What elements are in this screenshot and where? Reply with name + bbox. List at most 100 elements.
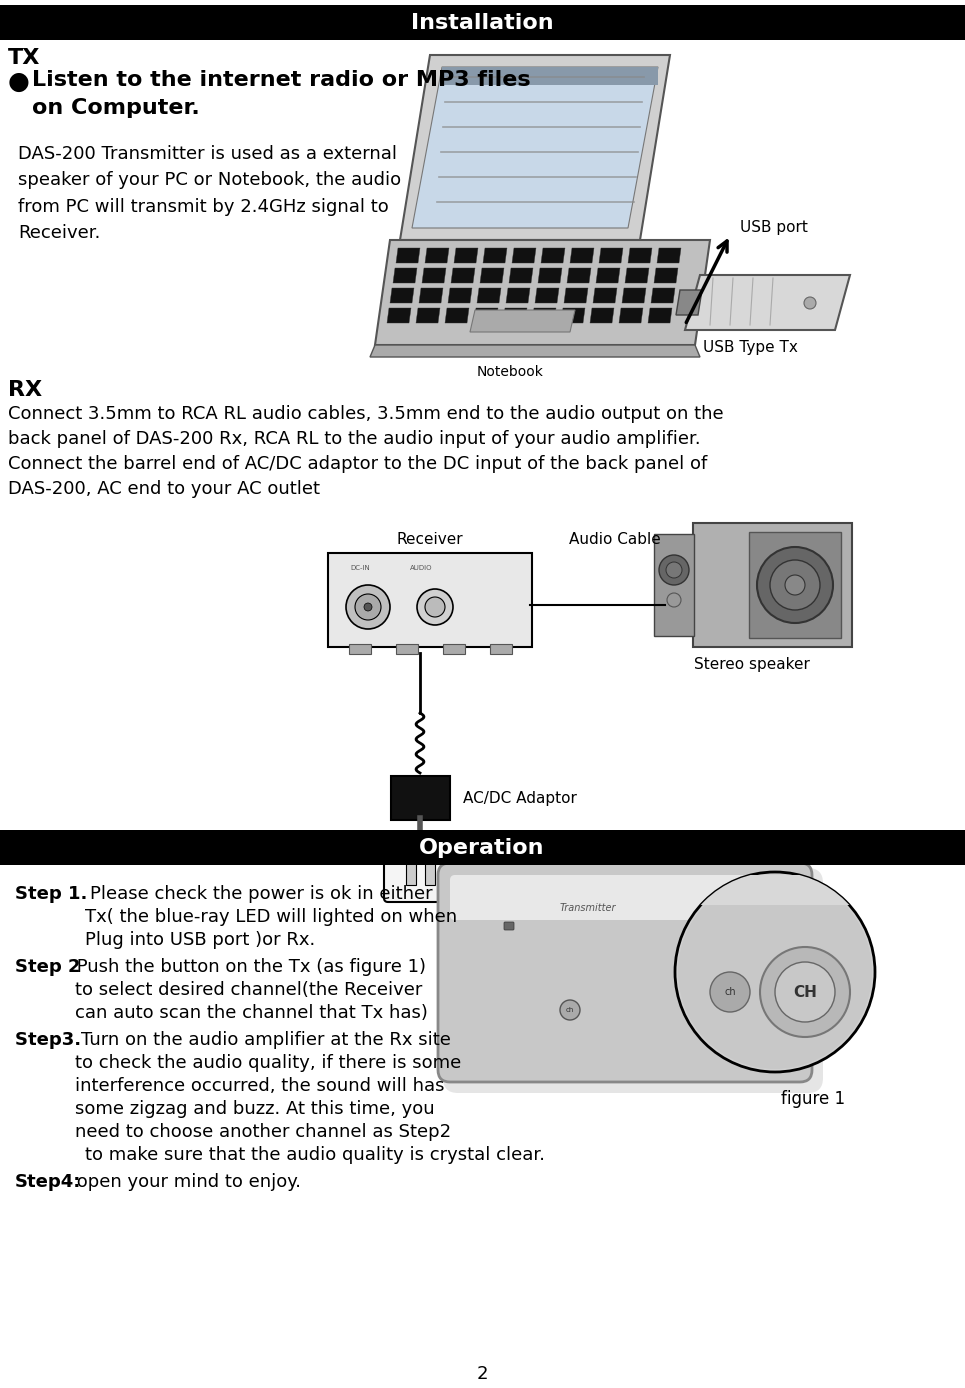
Text: some zigzag and buzz. At this time, you: some zigzag and buzz. At this time, you	[75, 1101, 434, 1117]
Polygon shape	[387, 308, 411, 323]
Polygon shape	[474, 308, 498, 323]
Polygon shape	[538, 268, 562, 283]
Polygon shape	[448, 287, 472, 303]
Polygon shape	[370, 346, 700, 357]
Polygon shape	[412, 67, 658, 228]
Text: Step 2: Step 2	[15, 958, 80, 976]
Text: Listen to the internet radio or MP3 files: Listen to the internet radio or MP3 file…	[32, 69, 531, 90]
Polygon shape	[425, 248, 449, 262]
Polygon shape	[654, 268, 678, 283]
Text: USB Type Tx: USB Type Tx	[703, 340, 797, 355]
FancyBboxPatch shape	[450, 874, 800, 920]
FancyBboxPatch shape	[349, 644, 371, 654]
Text: RX: RX	[8, 380, 42, 400]
FancyBboxPatch shape	[443, 644, 465, 654]
Polygon shape	[480, 268, 504, 283]
Text: Notebook: Notebook	[477, 365, 543, 379]
Polygon shape	[503, 308, 527, 323]
Text: .Push the button on the Tx (as figure 1): .Push the button on the Tx (as figure 1)	[71, 958, 427, 976]
Polygon shape	[390, 287, 414, 303]
Polygon shape	[483, 248, 507, 262]
Polygon shape	[561, 308, 585, 323]
Circle shape	[678, 874, 872, 1069]
Text: Tx( the blue-ray LED will lighted on when: Tx( the blue-ray LED will lighted on whe…	[85, 908, 457, 926]
Polygon shape	[590, 308, 614, 323]
Polygon shape	[451, 268, 475, 283]
Text: DAS-200 Transmitter is used as a external
speaker of your PC or Notebook, the au: DAS-200 Transmitter is used as a externa…	[18, 144, 401, 242]
FancyBboxPatch shape	[504, 922, 514, 930]
Text: to check the audio quality, if there is some: to check the audio quality, if there is …	[75, 1053, 461, 1072]
Circle shape	[425, 597, 445, 618]
FancyBboxPatch shape	[384, 844, 457, 902]
FancyBboxPatch shape	[693, 523, 852, 647]
Polygon shape	[416, 308, 440, 323]
Polygon shape	[375, 240, 710, 346]
Text: open your mind to enjoy.: open your mind to enjoy.	[71, 1173, 301, 1191]
Polygon shape	[442, 67, 658, 85]
Polygon shape	[619, 308, 643, 323]
Text: ch: ch	[724, 987, 735, 997]
Polygon shape	[685, 275, 850, 330]
Circle shape	[675, 872, 875, 1072]
Circle shape	[560, 999, 580, 1020]
FancyBboxPatch shape	[690, 874, 860, 905]
Circle shape	[663, 589, 677, 602]
Circle shape	[770, 559, 820, 609]
Polygon shape	[625, 268, 649, 283]
Circle shape	[364, 602, 372, 611]
Circle shape	[666, 562, 682, 577]
Text: Stereo speaker: Stereo speaker	[694, 657, 810, 672]
FancyBboxPatch shape	[425, 863, 435, 886]
FancyBboxPatch shape	[490, 644, 512, 654]
Text: Please check the power is ok in either: Please check the power is ok in either	[90, 886, 432, 904]
Circle shape	[804, 297, 816, 310]
Text: USB port: USB port	[740, 221, 808, 235]
Polygon shape	[657, 248, 681, 262]
Text: need to choose another channel as Step2: need to choose another channel as Step2	[75, 1123, 451, 1141]
Text: Operation: Operation	[419, 837, 545, 858]
Text: Audio Cable: Audio Cable	[569, 532, 661, 547]
FancyBboxPatch shape	[391, 776, 450, 820]
Polygon shape	[422, 268, 446, 283]
Circle shape	[785, 575, 805, 595]
Circle shape	[760, 947, 850, 1037]
FancyBboxPatch shape	[0, 830, 965, 865]
Polygon shape	[396, 248, 420, 262]
Circle shape	[677, 612, 683, 618]
Circle shape	[667, 593, 681, 607]
FancyBboxPatch shape	[443, 868, 823, 1092]
Text: Transmitter: Transmitter	[560, 904, 617, 913]
FancyBboxPatch shape	[0, 6, 965, 40]
Polygon shape	[599, 248, 623, 262]
FancyBboxPatch shape	[654, 534, 694, 636]
Circle shape	[757, 547, 833, 623]
Text: figure 1: figure 1	[781, 1090, 845, 1108]
Circle shape	[346, 584, 390, 629]
Polygon shape	[512, 248, 536, 262]
Circle shape	[775, 962, 835, 1022]
Circle shape	[677, 593, 683, 598]
FancyBboxPatch shape	[328, 552, 532, 647]
Polygon shape	[570, 248, 594, 262]
Text: Step4:: Step4:	[15, 1173, 81, 1191]
Text: to select desired channel(the Receiver: to select desired channel(the Receiver	[75, 981, 423, 999]
Polygon shape	[419, 287, 443, 303]
Polygon shape	[541, 248, 565, 262]
FancyBboxPatch shape	[396, 644, 418, 654]
FancyBboxPatch shape	[406, 863, 416, 886]
Text: Step3.: Step3.	[15, 1031, 88, 1049]
Text: interference occurred, the sound will has: interference occurred, the sound will ha…	[75, 1077, 445, 1095]
Text: AC/DC Adaptor: AC/DC Adaptor	[463, 791, 577, 805]
Polygon shape	[400, 56, 670, 240]
Polygon shape	[628, 248, 652, 262]
Text: to make sure that the audio quality is crystal clear.: to make sure that the audio quality is c…	[85, 1146, 545, 1165]
Circle shape	[659, 555, 689, 584]
Text: DC-IN: DC-IN	[350, 565, 370, 570]
Polygon shape	[648, 308, 672, 323]
Polygon shape	[506, 287, 530, 303]
FancyBboxPatch shape	[749, 532, 841, 638]
Circle shape	[355, 594, 381, 620]
Circle shape	[710, 972, 750, 1012]
Text: TX: TX	[8, 49, 41, 68]
Polygon shape	[676, 290, 702, 315]
